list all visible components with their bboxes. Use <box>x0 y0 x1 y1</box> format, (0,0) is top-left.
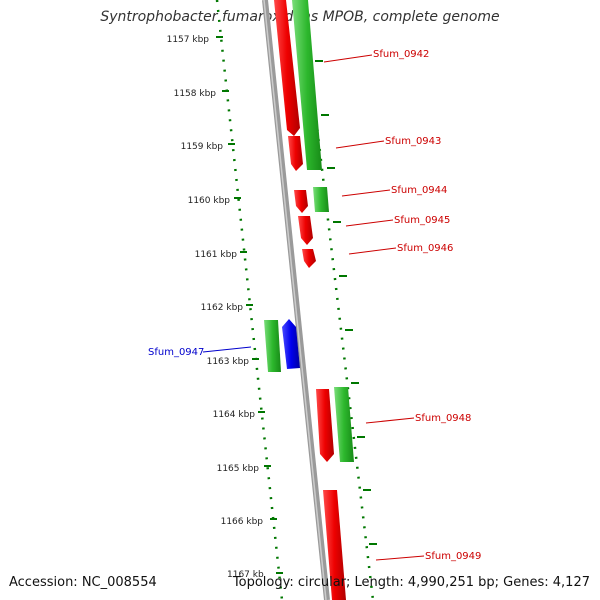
tick-label: 1167 kb <box>227 570 264 580</box>
gene-label-sfum-0947[interactable]: Sfum_0947 <box>148 347 204 358</box>
tick-label: 1165 kbp <box>217 464 260 474</box>
tick-label: 1158 kbp <box>174 89 217 99</box>
gene-feature[interactable] <box>298 216 313 245</box>
gene-label-sfum-0943[interactable]: Sfum_0943 <box>385 136 441 147</box>
gene-feature[interactable] <box>302 249 316 268</box>
tick-label: 1159 kbp <box>181 142 224 152</box>
tick-label: 1164 kbp <box>213 410 256 420</box>
gene-feature-selected[interactable] <box>282 319 300 369</box>
gene-labels: Sfum_0942 Sfum_0943 Sfum_0944 Sfum_0945 … <box>148 49 481 562</box>
gene-label-sfum-0945[interactable]: Sfum_0945 <box>394 215 450 226</box>
tick-marks <box>216 36 377 574</box>
tick-label: 1162 kbp <box>201 303 244 313</box>
gene-feature[interactable] <box>294 190 308 213</box>
accession-text: Accession: NC_008554 <box>9 575 157 590</box>
gene-feature[interactable] <box>313 187 329 212</box>
left-tick-track <box>215 0 284 600</box>
genome-summary-text: Topology: circular; Length: 4,990,251 bp… <box>232 575 590 590</box>
gene-feature[interactable] <box>292 0 322 170</box>
gene-label-sfum-0944[interactable]: Sfum_0944 <box>391 185 447 196</box>
gene-label-sfum-0946[interactable]: Sfum_0946 <box>397 243 453 254</box>
tick-label: 1157 kbp <box>167 35 210 45</box>
label-connectors <box>202 54 425 561</box>
gene-label-sfum-0949[interactable]: Sfum_0949 <box>425 551 481 562</box>
tick-labels: 1157 kbp 1158 kbp 1159 kbp 1160 kbp 1161… <box>167 35 264 580</box>
gene-feature[interactable] <box>274 0 300 136</box>
gene-features <box>264 0 354 600</box>
tick-label: 1160 kbp <box>188 196 231 206</box>
tick-label: 1163 kbp <box>207 357 250 367</box>
gene-feature[interactable] <box>316 389 334 462</box>
tick-label: 1166 kbp <box>221 517 264 527</box>
gene-feature[interactable] <box>288 136 303 171</box>
genome-backbone <box>262 0 330 600</box>
gene-label-sfum-0948[interactable]: Sfum_0948 <box>415 413 471 424</box>
gene-label-sfum-0942[interactable]: Sfum_0942 <box>373 49 429 60</box>
tick-label: 1161 kbp <box>195 250 238 260</box>
gene-feature[interactable] <box>264 320 281 372</box>
gene-feature[interactable] <box>334 387 354 462</box>
gene-feature[interactable] <box>323 490 346 600</box>
